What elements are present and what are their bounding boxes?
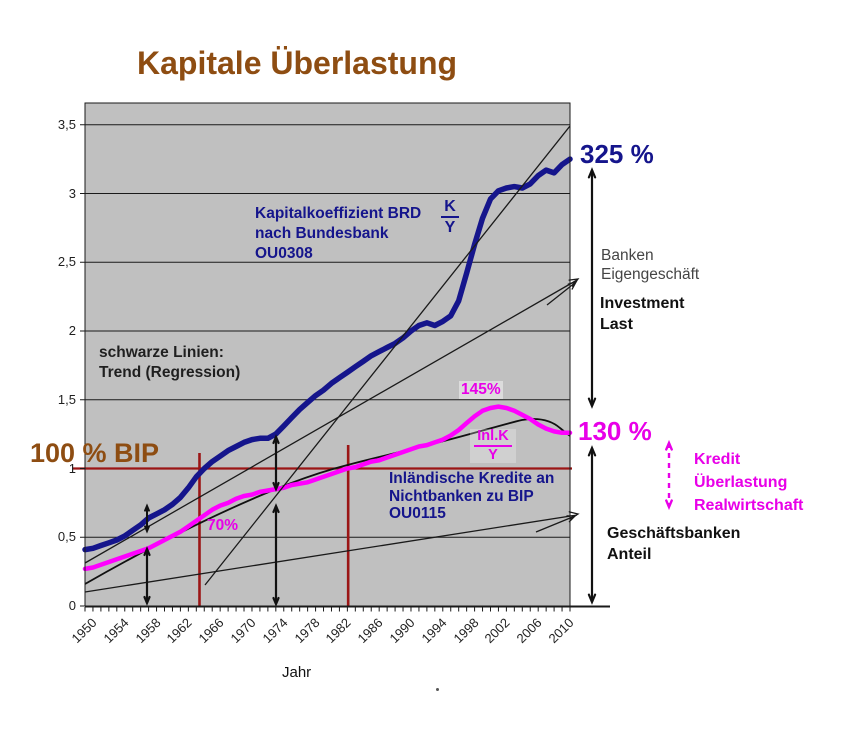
y-tick-label: 3 [68, 185, 76, 201]
geschaeft-label-line1: Geschäftsbanken [607, 525, 741, 542]
y-tick-label: 2,5 [57, 254, 76, 270]
geschaeftsbanken-anteil-label: Geschäftsbanken Anteil [607, 523, 740, 565]
credit-end-value-130: 130 % [578, 416, 652, 446]
credit-145-percent-annotation: 145% [459, 381, 503, 399]
geschaeft-label-line2: Anteil [607, 546, 652, 563]
plot-area [85, 103, 570, 606]
credit-series-label-line1: Inländische Kredite an [389, 470, 555, 487]
geschaeftsbanken-anteil-arrow-head-top [587, 445, 597, 457]
credit-series-curve [82, 404, 573, 572]
geschaeftsbanken-anteil-arrow-head-bottom [587, 593, 597, 605]
y-tick-label: 0 [68, 598, 76, 613]
credit-fraction-symbol: Inl.K Y [470, 429, 516, 463]
kredit-label-line1: Kredit [694, 451, 741, 468]
ky-series-label: Kapitalkoeffizient BRD nach Bundesbank O… [255, 204, 421, 264]
trend-note-line2: Trend (Regression) [99, 364, 241, 381]
banken-label-line1: Banken [601, 247, 654, 264]
credit-70-percent-annotation: 70% [207, 517, 239, 534]
kredit-ueberlastung-label: Kredit Überlastung Realwirtschaft [694, 448, 803, 517]
investment-last-label: Investment Last [600, 293, 684, 335]
ky-series-label-line2: nach Bundesbank [255, 225, 389, 242]
credit-fraction-numerator: Inl.K [474, 429, 512, 447]
y-tick-label: 2 [68, 323, 76, 338]
trend-note: schwarze Linien: Trend (Regression) [99, 343, 240, 383]
ky-end-value-325: 325 % [580, 139, 654, 169]
kredit-ueberlastung-arrow-head-bottom [665, 499, 673, 511]
ky-series-label-line1: Kapitalkoeffizient BRD [255, 205, 422, 222]
x-axis-title: Jahr [282, 664, 312, 681]
ky-early-trend-pointer [546, 281, 577, 306]
chart-title: Kapitale Überlastung [137, 45, 458, 81]
ky-fraction-denominator: Y [444, 219, 456, 236]
credit-early-trend-pointer [535, 515, 576, 533]
y-tick-label: 1 [68, 460, 76, 476]
gap-arrow-1958-tall-head-bottom [143, 595, 151, 606]
gap-arrow-1958-small-head-top [144, 503, 150, 512]
banken-eigengeschaeft-label: Banken Eigengeschäft [601, 246, 699, 284]
kredit-label-line3: Realwirtschaft [694, 497, 804, 514]
credit-series-label-line2: Nichtbanken zu BIP [389, 487, 534, 505]
gap-arrow-1958-small-head-bottom [144, 525, 150, 534]
gap-arrow-1974-upper-head-bottom [272, 481, 280, 492]
credit-series-label-line3: OU0115 [389, 505, 446, 522]
gap-arrow-1958-tall-head-top [143, 546, 151, 557]
y-tick-label: 3,5 [57, 116, 76, 132]
banken-label-line2: Eigengeschäft [601, 266, 700, 283]
ky-series-label-line3: OU0308 [255, 245, 313, 262]
investment-last-arrow-head-top [587, 167, 597, 179]
credit-series-label: Inländische Kredite an Nichtbanken zu BI… [389, 470, 554, 523]
investment-last-arrow-head-bottom [587, 397, 597, 409]
bip-100-percent-label: 100 % BIP [30, 438, 160, 468]
kredit-label-line2: Überlastung [694, 474, 788, 491]
credit-early-trend-line [84, 514, 578, 593]
kredit-ueberlastung-arrow-head-top [665, 439, 673, 451]
y-tick-label: 1,5 [57, 391, 76, 407]
investment-label-line1: Investment [600, 295, 685, 312]
gap-arrow-1974-lower-head-bottom [272, 596, 280, 607]
credit-fraction-denominator: Y [488, 447, 498, 463]
gap-arrow-1974-lower-head-top [272, 503, 280, 514]
ky-early-trend-line [84, 279, 578, 564]
investment-label-line2: Last [600, 316, 633, 333]
trend-note-line1: schwarze Linien: [99, 344, 224, 361]
ky-early-trend-pointer-head [567, 280, 578, 290]
gap-arrow-1974-upper-head-top [272, 434, 280, 445]
ky-fraction-symbol: K Y [436, 198, 464, 236]
ky-recent-trend-line [204, 125, 571, 586]
ky-fraction-numerator: K [441, 198, 459, 218]
ky-series-curve [82, 156, 573, 553]
stray-dot [436, 688, 439, 691]
y-tick-label: 0,5 [57, 529, 76, 545]
